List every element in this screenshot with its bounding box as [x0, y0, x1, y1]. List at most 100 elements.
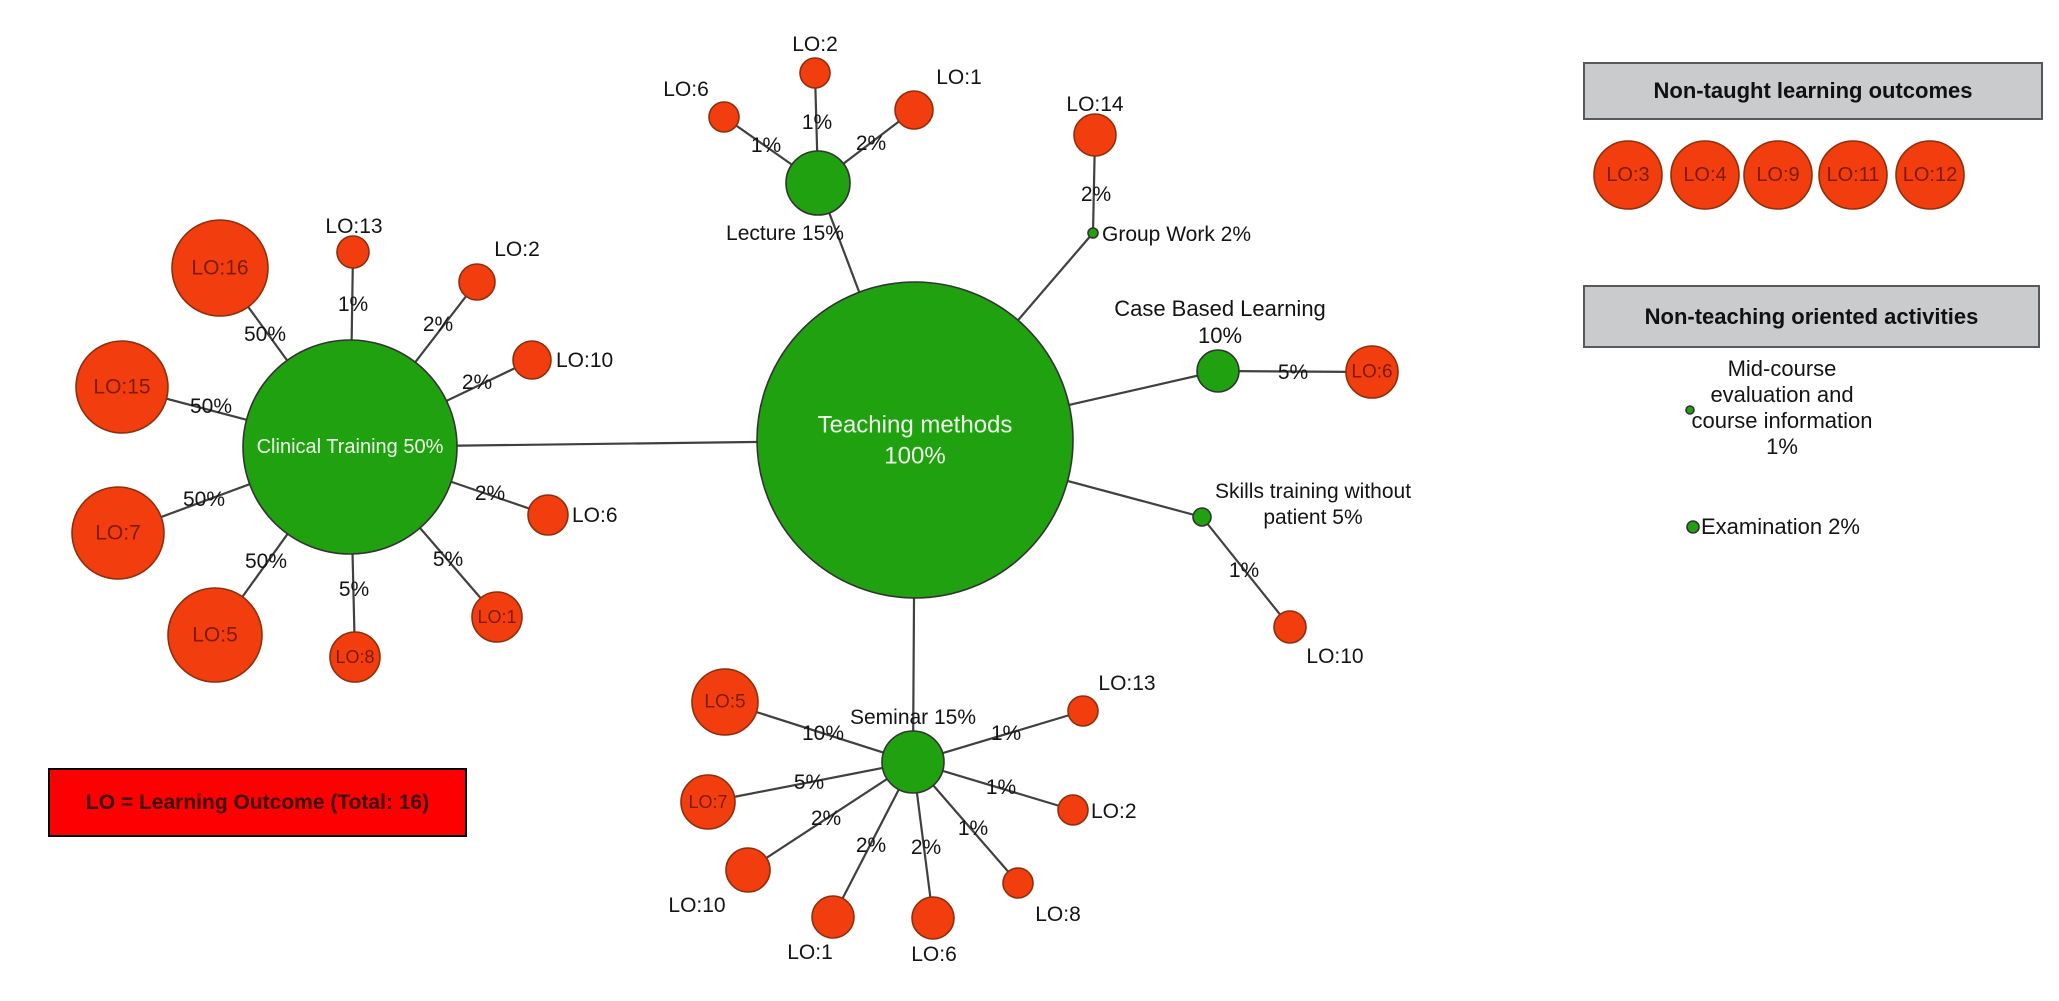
- node-label-lo5-cl: LO:5: [192, 624, 238, 647]
- edge-label-seminar-lo5-sem: 10%: [802, 722, 844, 745]
- node-label-cbl: Case Based Learning 10%: [1114, 296, 1326, 348]
- edge-label-clinical-lo2-cl: 2%: [423, 313, 453, 336]
- legend-outcome-circle-4: [1895, 140, 1965, 210]
- edge-label-clinical-lo15-cl: 50%: [190, 395, 232, 418]
- node-label-lo10-sem: LO:10: [668, 894, 725, 917]
- edge-label-seminar-lo7-sem: 5%: [794, 771, 824, 794]
- node-lo10-sk: [1273, 610, 1307, 644]
- node-seminar: [881, 730, 945, 794]
- node-lo1-sem: [811, 895, 855, 939]
- legend-outcome-circle-0: [1593, 140, 1663, 210]
- edge-label-clinical-lo8-cl: 5%: [339, 578, 369, 601]
- node-label-lo8-cl: LO:8: [335, 647, 374, 667]
- node-teaching: [756, 281, 1074, 599]
- node-label-clinical: Clinical Training 50%: [257, 436, 444, 458]
- node-label-lo2-sem: LO:2: [1091, 800, 1137, 823]
- node-label-groupwork: Group Work 2%: [1102, 223, 1251, 246]
- node-lo2-sem: [1057, 794, 1089, 826]
- node-label-lo2-cl: LO:2: [494, 238, 540, 261]
- node-label-teaching: Teaching methods 100%: [818, 411, 1013, 469]
- legend-dot-mid-course-evaluation: [1685, 405, 1695, 415]
- node-lo16-cl: [171, 219, 269, 317]
- edge-label-lecture-lo1-lec: 2%: [856, 132, 886, 155]
- legend-dot-examination: [1686, 520, 1700, 534]
- node-label-lo1-cl: LO:1: [477, 607, 516, 627]
- node-lo8-sem: [1002, 867, 1034, 899]
- node-label-skills: Skills training without patient 5%: [1215, 480, 1411, 529]
- node-label-lo8-sem: LO:8: [1035, 903, 1081, 926]
- node-label-lo6-cbl: LO:6: [1351, 362, 1392, 383]
- legend-outcome-circle-2: [1743, 140, 1813, 210]
- node-lo5-sem: [691, 668, 759, 736]
- legend-header-non-taught-learning-outcomes: Non-taught learning outcomes: [1583, 62, 2043, 120]
- node-label-lo5-sem: LO:5: [704, 692, 745, 713]
- legend-text-examination: Examination 2%: [1701, 514, 1860, 539]
- node-label-lo6-lec: LO:6: [663, 78, 709, 101]
- node-label-lo16-cl: LO:16: [191, 257, 248, 280]
- node-lo1-cl: [471, 591, 523, 643]
- node-groupwork: [1087, 227, 1099, 239]
- node-lo13-sem: [1067, 695, 1099, 727]
- node-cbl: [1196, 349, 1240, 393]
- node-lo1-lec: [894, 90, 934, 130]
- edge-label-seminar-lo2-sem: 1%: [986, 776, 1016, 799]
- node-label-lo15-cl: LO:15: [93, 376, 150, 399]
- edge-label-seminar-lo10-sem: 2%: [811, 807, 841, 830]
- edge-label-seminar-lo6-sem: 2%: [911, 836, 941, 859]
- node-label-lo1-lec: LO:1: [936, 66, 982, 89]
- node-label-lo7-sem: LO:7: [688, 792, 727, 812]
- node-label-lo1-sem: LO:1: [787, 941, 833, 964]
- edge-seminar-lo7-sem: [707, 760, 914, 804]
- node-label-lo2-lec: LO:2: [792, 33, 838, 56]
- node-lo10-cl: [512, 340, 552, 380]
- edge-label-clinical-lo16-cl: 50%: [244, 323, 286, 346]
- node-label-lo13-cl: LO:13: [325, 215, 382, 238]
- node-lo13-cl: [336, 235, 370, 269]
- edge-label-clinical-lo5-cl: 50%: [245, 550, 287, 573]
- legend-outcome-label-0: LO:3: [1606, 164, 1649, 186]
- node-lo6-sem: [911, 896, 955, 940]
- node-label-lo6-cl: LO:6: [572, 504, 618, 527]
- node-lo2-lec: [799, 57, 831, 89]
- legend-outcome-circle-3: [1818, 140, 1888, 210]
- legend-header-non-teaching-oriented-activities: Non-teaching oriented activities: [1583, 285, 2040, 348]
- edge-label-clinical-lo6-cl: 2%: [475, 482, 505, 505]
- edge-label-clinical-lo13-cl: 1%: [338, 293, 368, 316]
- edge-label-seminar-lo8-sem: 1%: [958, 817, 988, 840]
- edge-skills-lo10-sk: [1201, 516, 1291, 628]
- node-label-lo13-sem: LO:13: [1098, 672, 1155, 695]
- edge-label-groupwork-lo14-gw: 2%: [1081, 183, 1111, 206]
- node-label-lo7-cl: LO:7: [95, 522, 141, 545]
- lo-abbreviation-note: LO = Learning Outcome (Total: 16): [48, 768, 467, 837]
- legend-outcome-label-3: LO:11: [1827, 164, 1880, 186]
- node-lo6-cl: [527, 494, 569, 536]
- node-lo7-cl: [71, 486, 165, 580]
- edge-label-lecture-lo2-lec: 1%: [802, 111, 832, 134]
- node-clinical: [242, 339, 458, 555]
- node-lo10-sem: [725, 847, 771, 893]
- node-label-seminar: Seminar 15%: [850, 706, 976, 729]
- node-lecture: [785, 150, 851, 216]
- legend-outcome-label-2: LO:9: [1756, 164, 1799, 186]
- legend-outcome-label-1: LO:4: [1683, 164, 1726, 186]
- node-label-lo14-gw: LO:14: [1066, 93, 1124, 116]
- node-label-lo10-cl: LO:10: [556, 349, 613, 372]
- edge-label-seminar-lo13-sem: 1%: [991, 722, 1021, 745]
- node-label-lo10-sk: LO:10: [1306, 645, 1363, 668]
- edge-label-clinical-lo10-cl: 2%: [462, 371, 492, 394]
- edge-label-skills-lo10-sk: 1%: [1229, 559, 1259, 582]
- node-lo6-cbl: [1345, 345, 1399, 399]
- node-skills: [1192, 507, 1212, 527]
- legend-outcome-label-4: LO:12: [1903, 164, 1957, 186]
- node-lo14-gw: [1073, 113, 1117, 157]
- legend-text-mid-course-evaluation: Mid-course evaluation and course informati…: [1692, 356, 1873, 459]
- edge-label-lecture-lo6-lec: 1%: [751, 134, 781, 157]
- edge-label-clinical-lo7-cl: 50%: [183, 488, 225, 511]
- node-lo5-cl: [167, 587, 263, 683]
- node-lo15-cl: [75, 340, 169, 434]
- node-label-lecture: Lecture 15%: [726, 222, 844, 245]
- node-lo7-sem: [680, 774, 736, 830]
- node-label-lo6-sem: LO:6: [911, 943, 957, 966]
